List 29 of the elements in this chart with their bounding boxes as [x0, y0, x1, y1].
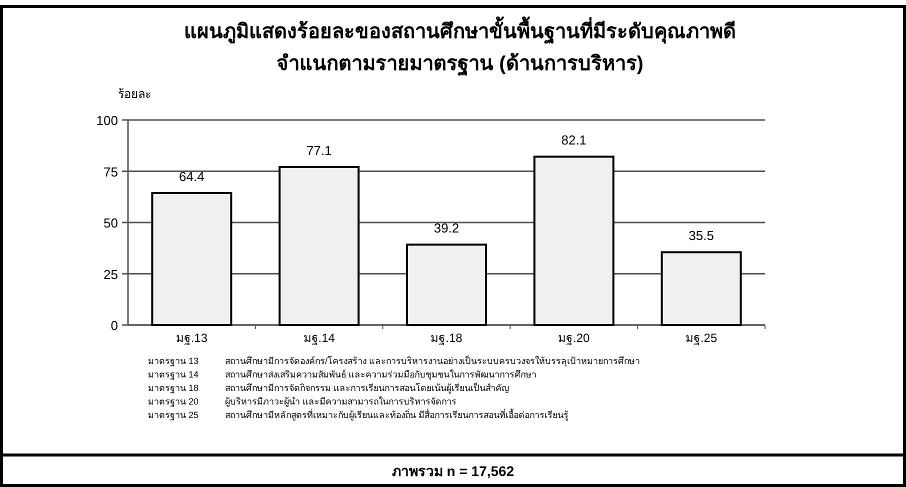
bar — [533, 156, 614, 326]
text: มาตรฐาน 14 สถานศึกษาส่งเสริมความสัมพันธ์ และความร่วมมือกับชุมชนในการพัฒนาการศึกษา — [148, 370, 537, 380]
y-tick-label: 0 — [110, 318, 118, 333]
bar — [151, 192, 232, 326]
x-tick-label: มฐ.14 — [303, 331, 336, 345]
data-label: 77.1 — [306, 142, 332, 158]
x-tick-label: มฐ.20 — [558, 331, 590, 345]
bar — [660, 251, 742, 326]
x-tick-label: มฐ.25 — [685, 331, 718, 345]
data-label: 82.1 — [561, 132, 587, 148]
data-label: 39.2 — [434, 220, 460, 236]
data-label: 35.5 — [688, 228, 714, 244]
text: มาตรฐาน 13 สถานศึกษามีการจัดองค์กร/โครงสร้าง และการบริหารงานอย่างเป็นระบบครบวงจรให้บรรลุเป้าหมายการศึกษา — [148, 356, 640, 366]
y-tick-label: 50 — [104, 216, 118, 230]
bar — [406, 244, 487, 326]
data-label: 64.4 — [179, 168, 204, 184]
text: มาตรฐาน 25 สถานศึกษามีหลักสูตรที่เหมาะกับผู้เรียนและท้องถิ่น มีสื่อการเรียนการสอนที่เอื้อต่อการเรียนรู้ — [148, 410, 569, 420]
y-tick-label: 75 — [104, 164, 118, 180]
text: มาตรฐาน 20 ผู้บริหารมีภาวะผู้นำ และมีความสามารถในการบริหารจัดการ — [148, 396, 457, 406]
y-tick-label: 100 — [96, 113, 118, 128]
text: มาตรฐาน 18 สถานศึกษามีการจัดกิจกรรม และการเรียนการสอนโดยเน้นผู้เรียนเป็นสำคัญ — [148, 383, 510, 393]
chart-subtitle: จำแนกตามรายมาตรฐาน (ด้านการบริหาร) — [276, 52, 644, 77]
x-tick-label: มฐ.13 — [176, 331, 208, 345]
chart-title: แผนภูมิแสดงร้อยละของสถานศึกษาขั้นพื้นฐานที่มีระดับคุณภาพดี — [184, 16, 736, 45]
x-tick-label: มฐ.18 — [430, 331, 463, 345]
bar — [278, 166, 360, 326]
y-tick-label: 25 — [104, 266, 118, 282]
text: ภาพรวม n = 17,562 — [392, 463, 514, 479]
y-axis-title: ร้อยละ — [118, 87, 151, 101]
